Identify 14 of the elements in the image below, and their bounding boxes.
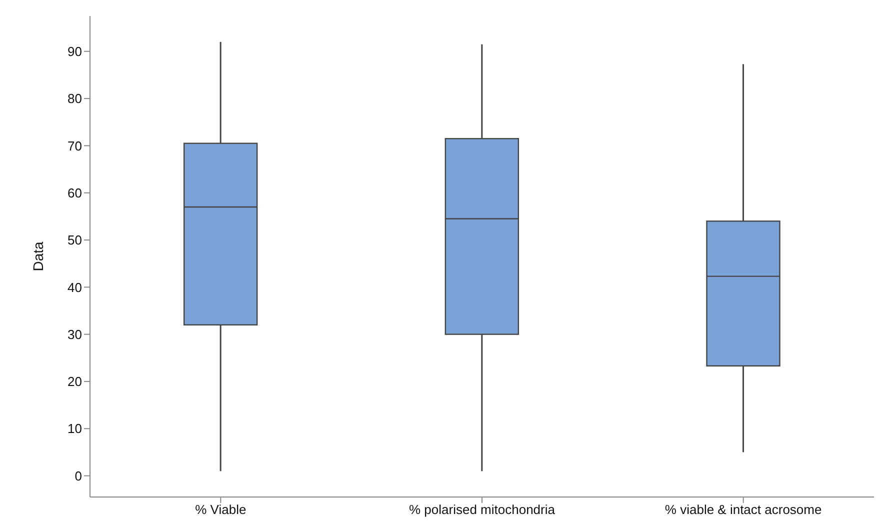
y-tick-label: 80 [68, 91, 82, 106]
y-tick-label: 0 [74, 468, 82, 484]
y-tick-label: 10 [68, 421, 82, 436]
y-tick-label: 20 [68, 374, 82, 390]
y-tick-label: 70 [68, 138, 82, 154]
y-tick-label: 50 [68, 232, 82, 248]
y-axis-title: Data [30, 242, 46, 272]
y-tick-label: 40 [68, 280, 82, 295]
y-tick-label: 30 [68, 326, 82, 342]
x-tick-label: % viable & intact acrosome [664, 502, 822, 518]
y-tick-label: 90 [68, 44, 82, 59]
y-tick-label: 60 [68, 185, 82, 200]
x-tick-label: % polarised mitochondria [409, 502, 556, 518]
x-tick-label: % Viable [195, 502, 246, 518]
